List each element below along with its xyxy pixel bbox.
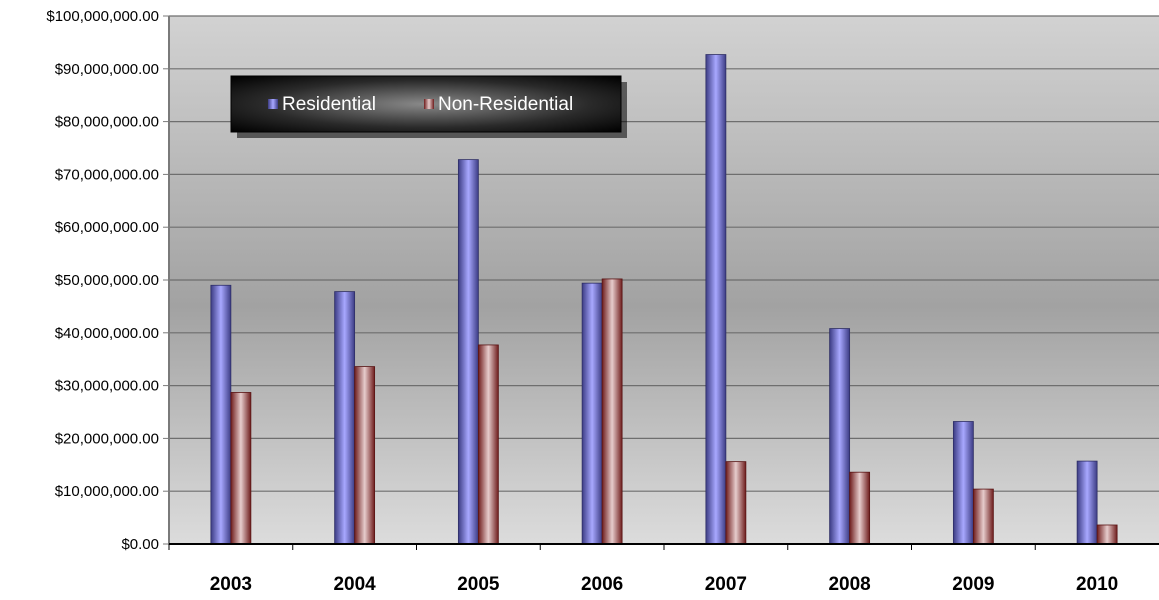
x-tick-label: 2007 (705, 574, 747, 595)
x-tick-label: 2008 (828, 574, 870, 595)
x-axis-ticks: 2003 2004 2005 2006 2007 2008 2009 2010 (168, 544, 1118, 595)
y-tick-label: $40,000,000.00 (55, 325, 159, 342)
legend-swatch-residential (268, 99, 278, 109)
x-tick-label: 2005 (457, 574, 500, 595)
x-tick-label: 2006 (581, 574, 623, 595)
bar-residential (952, 421, 974, 545)
y-tick-label: $80,000,000.00 (55, 114, 159, 131)
bar-non-residential (601, 278, 623, 545)
bar-residential (581, 282, 603, 545)
bar-non-residential (972, 488, 994, 545)
bar-non-residential (354, 366, 376, 545)
y-tick-label: $70,000,000.00 (55, 166, 159, 183)
y-tick-label: $20,000,000.00 (55, 430, 159, 447)
y-tick-label: $100,000,000.00 (46, 8, 159, 25)
x-tick-label: 2004 (333, 574, 376, 595)
x-tick-label: 2009 (952, 574, 994, 595)
y-tick-label: $30,000,000.00 (55, 378, 159, 395)
legend-item-residential: Residential (268, 94, 376, 115)
legend-label-non-residential: Non-Residential (438, 94, 573, 115)
bar-residential (829, 328, 851, 545)
legend: Residential Non-Residential (230, 75, 627, 138)
legend-item-non-residential: Non-Residential (424, 94, 573, 115)
legend-swatch-non-residential (424, 99, 434, 109)
bar-non-residential (1096, 524, 1118, 545)
y-tick-label: $10,000,000.00 (55, 483, 159, 500)
bar-non-residential (725, 461, 747, 545)
legend-label-residential: Residential (282, 94, 376, 115)
y-axis-ticks: $0.00 $10,000,000.00 $20,000,000.00 $30,000… (46, 8, 169, 553)
y-tick-label: $60,000,000.00 (55, 219, 159, 236)
bar-non-residential (849, 471, 871, 545)
bar-non-residential (230, 392, 252, 545)
bar-residential (334, 291, 356, 545)
bar-residential (457, 159, 479, 545)
x-tick-label: 2003 (210, 574, 252, 595)
bar-non-residential (477, 344, 499, 545)
y-tick-label: $0.00 (121, 536, 159, 553)
x-tick-label: 2010 (1076, 574, 1118, 595)
y-tick-label: $90,000,000.00 (55, 61, 159, 78)
y-tick-label: $50,000,000.00 (55, 272, 159, 289)
bar-residential (1076, 460, 1098, 545)
bar-residential (210, 284, 232, 545)
bar-residential (705, 54, 727, 545)
